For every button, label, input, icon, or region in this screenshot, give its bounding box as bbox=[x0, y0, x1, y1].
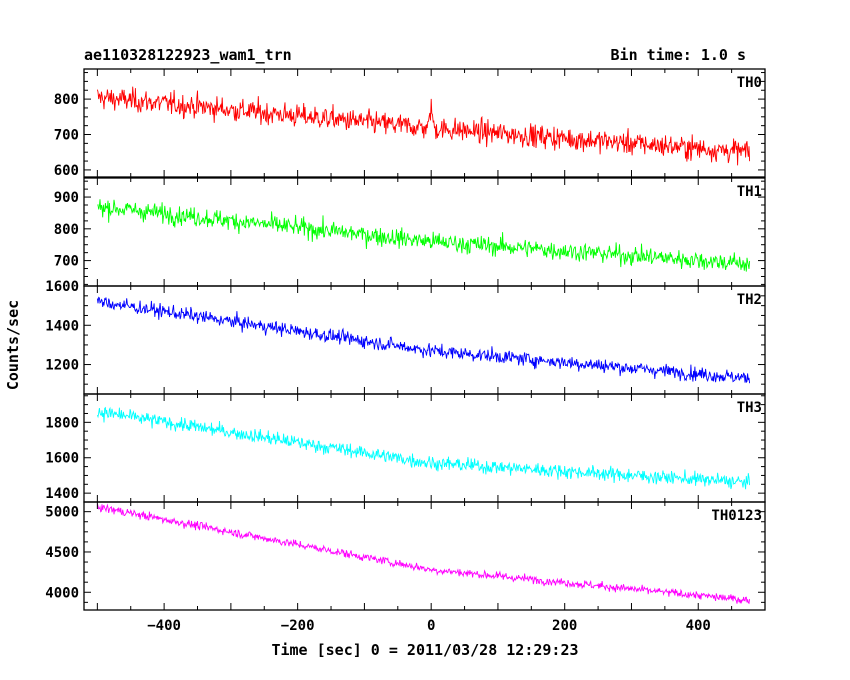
y-tick-label: 1400 bbox=[45, 486, 79, 502]
y-tick-label: 1800 bbox=[45, 415, 79, 431]
y-tick-label: 900 bbox=[54, 190, 79, 206]
series-line-th3 bbox=[96, 406, 751, 490]
x-tick-label: −200 bbox=[281, 618, 315, 634]
y-tick-label: 700 bbox=[54, 254, 79, 270]
y-tick-label: 4500 bbox=[45, 545, 79, 561]
panel-name-label: TH0123 bbox=[711, 508, 762, 524]
panel-frame bbox=[83, 285, 766, 395]
series-line-th0 bbox=[96, 86, 751, 166]
panel-th1: 700 800 900 TH1 bbox=[54, 177, 766, 287]
panel-th2: 1200 1400 1600 TH2 bbox=[45, 279, 766, 395]
y-tick-label: 800 bbox=[54, 222, 79, 238]
x-tick-label: −400 bbox=[147, 618, 181, 634]
x-axis-tick-labels: −400 −200 0 200 400 bbox=[147, 618, 711, 634]
y-tick-label: 1200 bbox=[45, 358, 79, 374]
panel-frame bbox=[83, 68, 766, 178]
panel-name-label: TH2 bbox=[737, 292, 762, 308]
panel-th0: 600 700 800 TH0 bbox=[54, 68, 766, 179]
x-tick-label: 200 bbox=[552, 618, 577, 634]
panel-frame bbox=[83, 393, 766, 503]
x-tick-label: 400 bbox=[686, 618, 711, 634]
panel-name-label: TH3 bbox=[737, 400, 762, 416]
y-tick-label: 5000 bbox=[45, 505, 79, 521]
series-line-th2 bbox=[96, 296, 751, 384]
panel-th0123: 4000 4500 5000 TH0123 bbox=[45, 501, 766, 611]
y-tick-label: 1600 bbox=[45, 451, 79, 467]
y-tick-label: 1400 bbox=[45, 318, 79, 334]
series-line-th0123 bbox=[96, 503, 751, 605]
x-axis-label: Time [sec] 0 = 2011/03/28 12:29:23 bbox=[271, 641, 578, 659]
panel-name-label: TH1 bbox=[737, 184, 762, 200]
series-line-th1 bbox=[97, 199, 751, 272]
y-tick-label: 4000 bbox=[45, 585, 79, 601]
panel-frame bbox=[83, 177, 766, 287]
x-tick-label: 0 bbox=[427, 618, 435, 634]
y-axis-label: Counts/sec bbox=[4, 300, 22, 390]
chart-title: ae110328122923_wam1_trn bbox=[84, 46, 292, 64]
bin-time-label: Bin time: 1.0 s bbox=[611, 46, 746, 64]
y-tick-label: 700 bbox=[54, 128, 79, 144]
panel-th3: 1400 1600 1800 TH3 bbox=[45, 393, 766, 503]
y-tick-label: 800 bbox=[54, 92, 79, 108]
y-tick-label: 1600 bbox=[45, 279, 79, 295]
panel-name-label: TH0 bbox=[737, 75, 762, 91]
y-tick-label: 600 bbox=[54, 163, 79, 179]
panel-frame bbox=[83, 501, 766, 611]
